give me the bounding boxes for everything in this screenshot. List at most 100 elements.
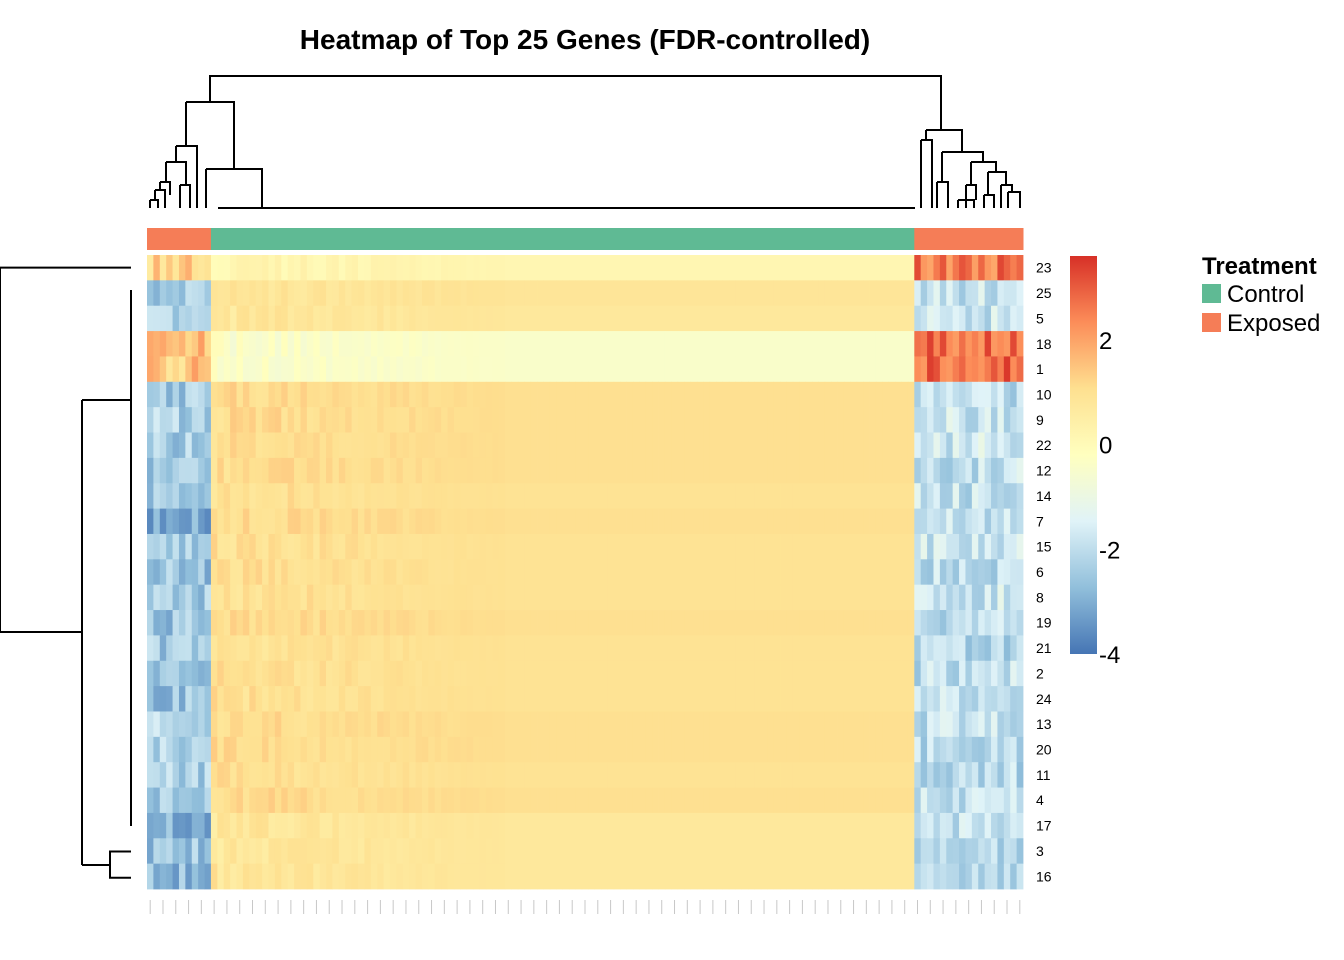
heatmap-cell [204, 432, 212, 459]
heatmap-cell [594, 533, 602, 560]
heatmap-cell [588, 305, 595, 332]
heatmap-cell [326, 483, 333, 509]
heatmap-cell [837, 838, 845, 865]
heatmap-cell [933, 686, 941, 712]
heatmap-cell [511, 610, 519, 636]
heatmap-cell [933, 559, 941, 586]
heatmap-cell [230, 584, 237, 611]
heatmap-cell [773, 381, 781, 408]
heatmap-cell [626, 356, 634, 383]
column-label [674, 900, 676, 914]
heatmap-cell [549, 711, 557, 738]
heatmap-cell [409, 660, 416, 687]
heatmap-cell [262, 457, 269, 484]
heatmap-cell [709, 331, 717, 357]
heatmap-cell [530, 381, 538, 408]
heatmap-cell [677, 457, 685, 484]
heatmap-cell [588, 711, 595, 738]
heatmap-cell [460, 508, 468, 535]
heatmap-cell [338, 559, 346, 586]
heatmap-cell [780, 686, 787, 712]
heatmap-cell [172, 660, 180, 687]
heatmap-cell [600, 610, 608, 636]
heatmap-cell [345, 559, 353, 586]
heatmap-cell [767, 711, 775, 738]
heatmap-cell [728, 457, 736, 484]
heatmap-cell [434, 381, 442, 408]
heatmap-cell [799, 660, 806, 687]
heatmap-cell [786, 762, 794, 788]
heatmap-cell [575, 305, 583, 332]
heatmap-cell [319, 457, 327, 484]
heatmap-cell [556, 305, 564, 332]
heatmap-cell [402, 838, 410, 865]
heatmap-cell [370, 863, 378, 890]
heatmap-cell [914, 381, 922, 408]
heatmap-cell [236, 610, 244, 636]
heatmap-cell [716, 635, 723, 662]
heatmap-cell [147, 457, 154, 484]
heatmap-cell [498, 838, 506, 865]
heatmap-cell [210, 508, 218, 535]
heatmap-cell [549, 863, 557, 890]
heatmap-cell [792, 610, 800, 636]
heatmap-cell [869, 483, 877, 509]
heatmap-cell [767, 280, 775, 307]
heatmap-cell [1010, 356, 1017, 383]
heatmap-cell [159, 838, 167, 865]
heatmap-cell [332, 559, 340, 586]
heatmap-cell [984, 280, 992, 307]
heatmap-cell [556, 255, 564, 281]
heatmap-cell [223, 736, 231, 763]
heatmap-cell [453, 711, 461, 738]
heatmap-cell [709, 584, 717, 611]
heatmap-cell [530, 863, 538, 890]
column-label [200, 900, 202, 914]
heatmap-cell [453, 407, 461, 433]
heatmap-cell [543, 736, 551, 763]
heatmap-cell [978, 331, 986, 357]
heatmap-cell [613, 863, 621, 890]
heatmap-cell [792, 660, 800, 687]
heatmap-cell [613, 407, 621, 433]
heatmap-cell [613, 280, 621, 307]
heatmap-cell [198, 610, 205, 636]
heatmap-cell [581, 838, 589, 865]
heatmap-cell [1003, 559, 1011, 586]
heatmap-cell [786, 483, 794, 509]
heatmap-cell [396, 533, 404, 560]
heatmap-cell [1003, 356, 1011, 383]
heatmap-cell [185, 787, 193, 814]
heatmap-cell [984, 736, 992, 763]
heatmap-cell [236, 255, 244, 281]
heatmap-cell [901, 483, 909, 509]
heatmap-cell [364, 255, 372, 281]
heatmap-cell [607, 559, 615, 586]
heatmap-cell [850, 660, 858, 687]
heatmap-cell [441, 508, 448, 535]
heatmap-cell [767, 787, 775, 814]
column-dendrogram-branch [165, 161, 187, 185]
heatmap-cell [811, 736, 819, 763]
heatmap-cell [920, 457, 928, 484]
heatmap-cell [741, 736, 749, 763]
heatmap-cell [927, 559, 934, 586]
heatmap-cell [447, 635, 455, 662]
heatmap-cell [984, 559, 992, 586]
heatmap-cell [671, 762, 679, 788]
heatmap-cell [1010, 736, 1017, 763]
heatmap-cell [172, 736, 180, 763]
heatmap-cell [920, 255, 928, 281]
heatmap-cell [863, 635, 870, 662]
heatmap-cell [415, 407, 423, 433]
heatmap-cell [716, 863, 723, 890]
heatmap-cell [511, 356, 519, 383]
heatmap-cell [479, 381, 487, 408]
heatmap-cell [882, 508, 890, 535]
heatmap-cell [748, 610, 755, 636]
column-label [418, 900, 420, 914]
heatmap-cell [453, 736, 461, 763]
heatmap-cell [447, 559, 455, 586]
heatmap-cell [351, 533, 359, 560]
heatmap-cell [978, 483, 986, 509]
